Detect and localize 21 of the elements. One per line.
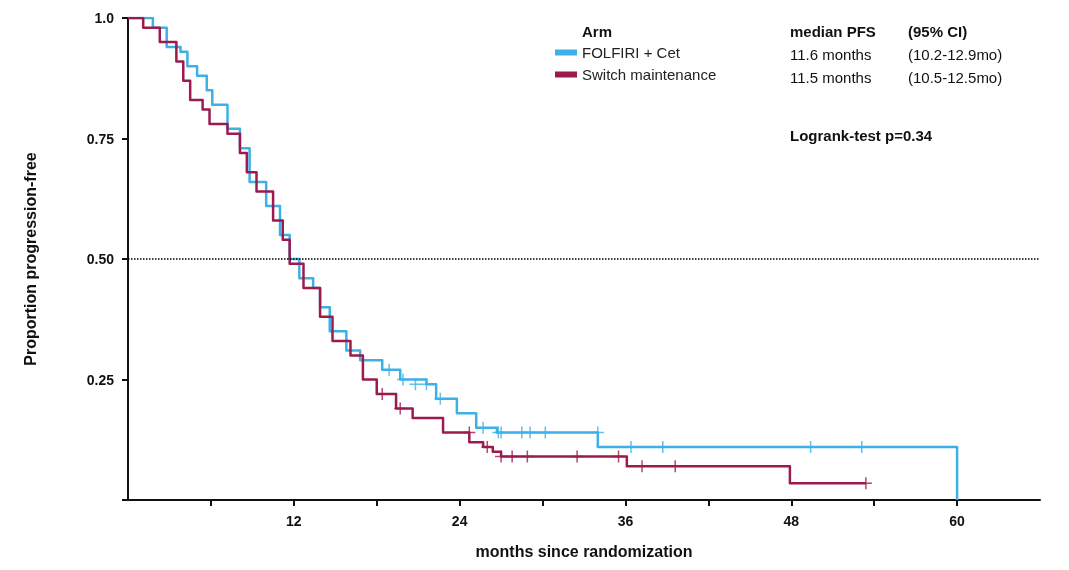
x-tick-label: 12 bbox=[286, 513, 302, 529]
y-tick-label: 0.50 bbox=[86, 251, 115, 267]
legend-title: Arm bbox=[582, 23, 613, 40]
annotation: 11.5 months bbox=[790, 69, 872, 86]
x-tick-label: 48 bbox=[783, 513, 800, 529]
annotation: median PFS bbox=[790, 23, 876, 40]
y-axis-title: Proportion progression-free bbox=[21, 152, 39, 366]
legend-label: Switch maintenance bbox=[582, 66, 717, 83]
x-tick-label: 24 bbox=[451, 513, 468, 529]
annotation: 11.6 months bbox=[790, 46, 872, 63]
annotation: (10.2-12.9mo) bbox=[908, 46, 1003, 63]
annotation: (10.5-12.5mo) bbox=[908, 69, 1003, 86]
legend-label: FOLFIRI + Cet bbox=[582, 44, 681, 61]
y-tick-label: 1.0 bbox=[94, 10, 115, 26]
annotation: (95% CI) bbox=[908, 23, 968, 40]
y-tick-label: 0.75 bbox=[86, 130, 115, 147]
x-axis-title: months since randomization bbox=[475, 542, 693, 560]
y-tick-label: 0.25 bbox=[86, 371, 115, 388]
annotation: Logrank-test p=0.34 bbox=[790, 127, 933, 144]
x-tick-label: 60 bbox=[949, 513, 966, 529]
x-tick-label: 36 bbox=[617, 513, 634, 529]
